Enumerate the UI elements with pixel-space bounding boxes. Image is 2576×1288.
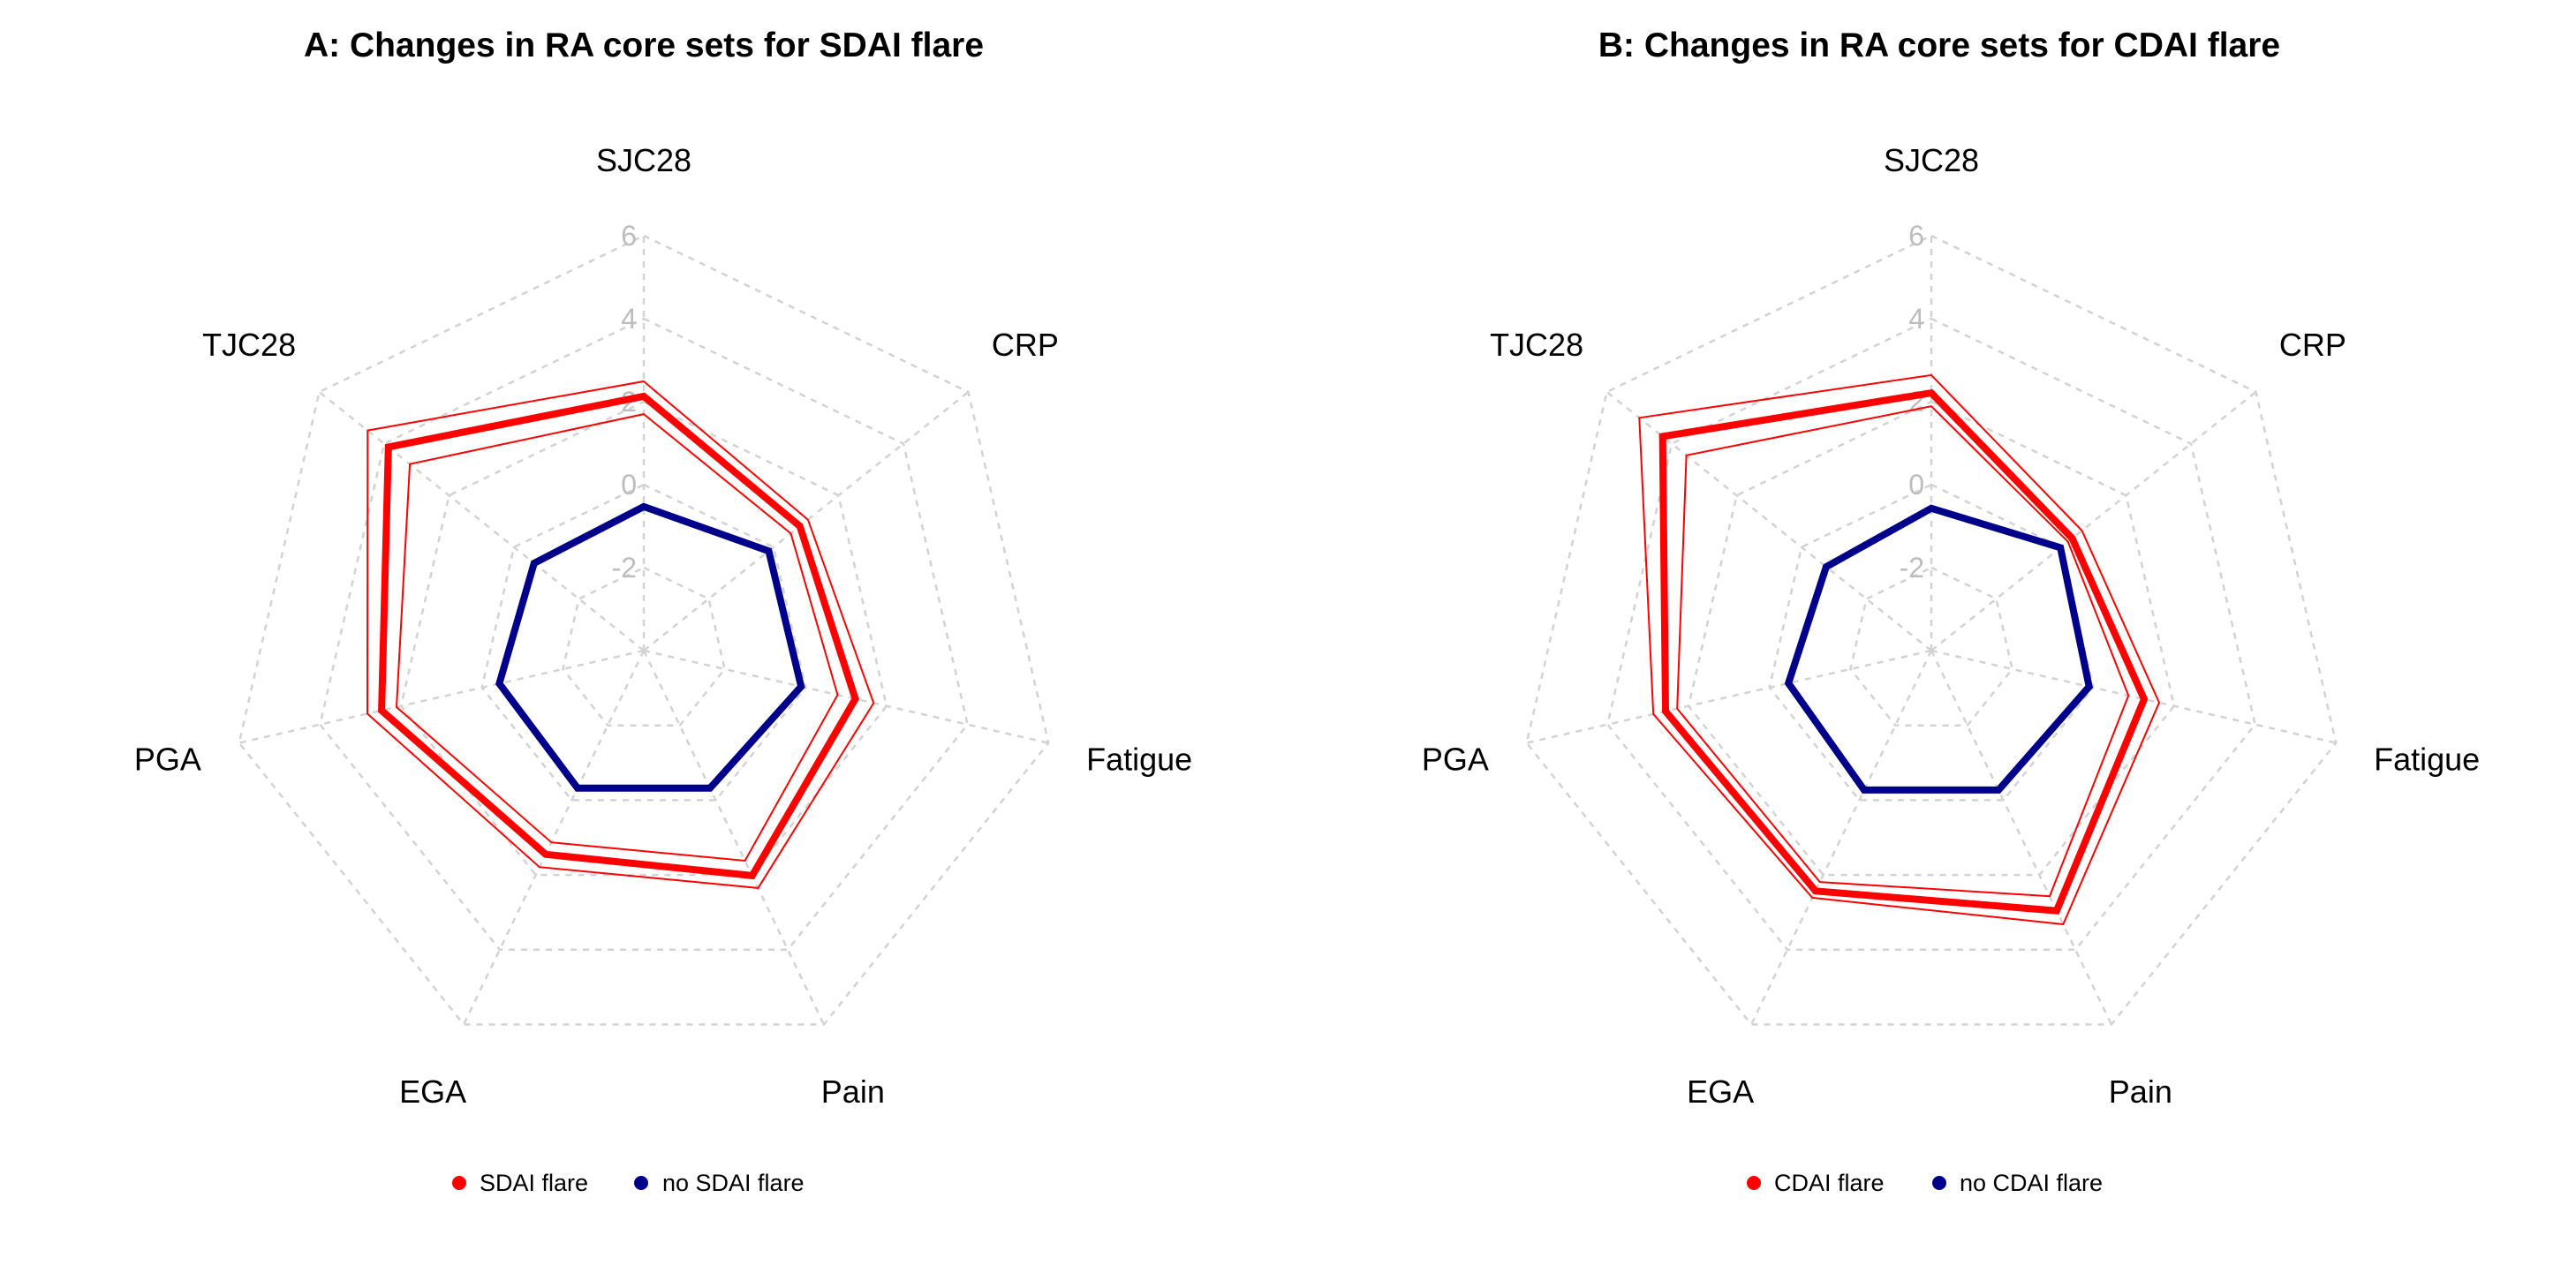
chart-title: B: Changes in RA core sets for CDAI flar…: [1598, 26, 2280, 64]
axis-label-fatigue: Fatigue: [2374, 742, 2480, 778]
axis-label-tjc28: TJC28: [202, 327, 296, 363]
spoke-tjc28: [1605, 391, 1932, 652]
axis-label-ega: EGA: [1687, 1073, 1754, 1110]
axis-label-pga: PGA: [1422, 742, 1489, 778]
grid-ring-2: [562, 566, 726, 727]
series-cdai-flare-lower-ci: [1676, 405, 2130, 898]
tick-labels: -2 0 2 4 6: [1900, 220, 1924, 584]
series-cdai-flare-line: [1658, 388, 2149, 915]
axis-label-sjc28: SJC28: [596, 142, 691, 178]
axis-label-fatigue: Fatigue: [1086, 742, 1192, 778]
panel-a: A: Changes in RA core sets for SDAI flar…: [134, 26, 1192, 1196]
tick-label: 6: [621, 220, 637, 252]
axis-label-crp: CRP: [992, 327, 1059, 363]
legend-marker-flare: [1747, 1176, 1761, 1190]
series-sdai-flare-line: [378, 392, 859, 880]
axis-label-sjc28: SJC28: [1884, 142, 1979, 178]
grid-ring-2: [399, 400, 888, 877]
legend: SDAI flare no SDAI flare: [452, 1170, 805, 1196]
grid: [1525, 234, 2338, 1026]
legend-marker-flare: [452, 1176, 466, 1190]
chart-title: A: Changes in RA core sets for SDAI flar…: [304, 26, 984, 64]
series-no-cdai-flare-line: [1784, 504, 2094, 794]
tick-label: 0: [621, 469, 637, 501]
spoke-pga: [238, 649, 645, 744]
tick-label: -2: [1900, 552, 1924, 584]
grid-ring-0: [1768, 483, 2095, 802]
legend: CDAI flare no CDAI flare: [1747, 1170, 2103, 1196]
series-sdai-flare-upper-ci: [366, 380, 875, 889]
series-sdai-flare-lower-ci: [395, 413, 839, 862]
grid-ring-0: [480, 483, 807, 802]
spoke-pga: [1526, 649, 1932, 744]
axis-label-pga: PGA: [134, 742, 201, 778]
legend-marker-no-flare: [634, 1176, 648, 1190]
legend-label-flare: SDAI flare: [480, 1170, 588, 1196]
axis-label-crp: CRP: [2279, 327, 2346, 363]
tick-label: 0: [1908, 469, 1924, 501]
series: [1638, 373, 2161, 926]
grid: [238, 234, 1050, 1026]
legend-label-flare: CDAI flare: [1774, 1170, 1885, 1196]
axis-label-tjc28: TJC28: [1490, 327, 1583, 363]
axis-labels: SJC28 CRP Fatigue Pain EGA PGA TJC28: [134, 142, 1192, 1110]
tick-label: 4: [1908, 303, 1924, 335]
axis-label-pain: Pain: [821, 1073, 885, 1110]
legend-marker-no-flare: [1932, 1176, 1946, 1190]
axis-label-ega: EGA: [399, 1073, 466, 1110]
grid-ring-6: [238, 234, 1050, 1026]
axis-labels: SJC28 CRP Fatigue Pain EGA PGA TJC28: [1422, 142, 2480, 1110]
tick-label: 2: [1908, 386, 1924, 418]
spoke-ega: [1749, 650, 1933, 1026]
grid-ring-4: [1606, 317, 2256, 952]
grid-ring-4: [319, 317, 969, 952]
tick-label: -2: [612, 552, 637, 584]
grid-ring-6: [1525, 234, 2338, 1026]
grid-ring-2: [1687, 400, 2176, 877]
series-cdai-flare-upper-ci: [1638, 373, 2161, 926]
series-no-sdai-flare-line: [495, 502, 805, 792]
axis-label-pain: Pain: [2109, 1073, 2172, 1110]
panel-b: B: Changes in RA core sets for CDAI flar…: [1422, 26, 2480, 1196]
legend-label-no-flare: no SDAI flare: [662, 1170, 805, 1196]
spoke-pain: [642, 650, 826, 1026]
grid-ring-2: [1849, 566, 2013, 727]
legend-label-no-flare: no CDAI flare: [1960, 1170, 2103, 1196]
tick-label: 6: [1908, 220, 1924, 252]
tick-label: 4: [621, 303, 637, 335]
series: [366, 380, 875, 889]
spoke-ega: [462, 650, 646, 1026]
